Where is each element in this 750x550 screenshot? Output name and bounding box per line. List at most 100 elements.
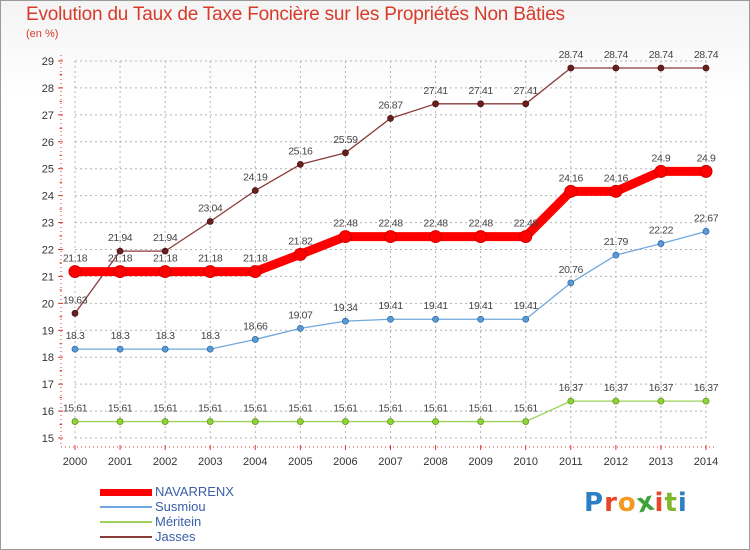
series-meritein [71, 397, 710, 425]
y-tick-label: 19 [42, 325, 54, 337]
y-tick-label: 15 [42, 433, 54, 445]
x-tick-label: 2009 [468, 456, 492, 468]
data-label-navarrenx: 21.18 [63, 253, 88, 265]
data-point-meritein [387, 418, 394, 425]
legend-item-susmiou: Susmiou [100, 499, 300, 514]
data-point-susmiou [116, 345, 124, 353]
y-tick-label: 29 [42, 56, 54, 68]
data-label-meritein: 15.61 [108, 403, 133, 415]
data-point-jasses [342, 149, 349, 157]
data-point-navarrenx [429, 230, 443, 244]
data-label-navarrenx: 22.48 [514, 218, 539, 230]
data-point-meritein [342, 418, 349, 425]
x-tick-label: 2006 [333, 456, 357, 468]
data-point-jasses [206, 218, 214, 225]
data-point-navarrenx [338, 230, 352, 244]
data-point-meritein [206, 418, 214, 425]
data-point-meritein [522, 418, 530, 425]
data-point-susmiou [432, 315, 439, 323]
data-label-jasses: 28.74 [649, 49, 674, 61]
x-tick-label: 2002 [153, 456, 177, 468]
y-tick-label: 17 [42, 379, 54, 391]
x-tick-label: 2011 [559, 456, 583, 468]
data-label-susmiou: 22.22 [649, 225, 674, 237]
y-axis-unit-label: (en %) [26, 28, 59, 40]
data-point-susmiou [387, 315, 394, 323]
data-label-meritein: 15.61 [63, 403, 88, 415]
data-label-susmiou: 19.41 [423, 300, 448, 312]
data-point-jasses [612, 64, 620, 72]
data-point-meritein [567, 397, 575, 405]
proxiti-logo: Proxiti [584, 486, 688, 520]
data-label-jasses: 25.16 [288, 145, 313, 157]
data-point-navarrenx [474, 230, 488, 244]
data-label-susmiou: 21.79 [604, 236, 629, 248]
series-susmiou [71, 228, 710, 353]
data-label-jasses: 26.87 [378, 99, 403, 111]
data-point-jasses [251, 187, 259, 194]
data-label-susmiou: 18.3 [111, 330, 130, 342]
data-label-susmiou: 19.34 [333, 302, 358, 314]
data-point-navarrenx [609, 184, 623, 198]
chart-title: Evolution du Taux de Taxe Foncière sur l… [26, 4, 565, 25]
data-label-meritein: 15.61 [423, 403, 448, 415]
data-label-meritein: 15.61 [153, 403, 178, 415]
data-point-meritein [612, 397, 620, 405]
y-tick-label: 23 [42, 218, 54, 230]
legend-item-meritein: Méritein [100, 514, 300, 529]
data-point-meritein [657, 397, 665, 405]
data-label-susmiou: 19.41 [514, 300, 539, 312]
data-label-jasses: 28.74 [694, 49, 719, 61]
data-point-navarrenx [158, 265, 172, 279]
data-point-susmiou [342, 317, 349, 325]
data-label-jasses: 19.63 [63, 294, 88, 306]
x-tick-label: 2010 [513, 456, 537, 468]
data-point-navarrenx [248, 265, 262, 279]
data-label-navarrenx: 22.48 [469, 218, 494, 230]
data-point-navarrenx [519, 230, 533, 244]
data-point-jasses [522, 100, 530, 108]
data-label-jasses: 27.41 [514, 85, 539, 97]
data-label-susmiou: 18.3 [66, 330, 85, 342]
legend-label: Susmiou [155, 499, 206, 514]
data-point-navarrenx [203, 265, 217, 279]
data-label-jasses: 27.41 [469, 85, 494, 97]
data-label-meritein: 15.61 [288, 403, 313, 415]
data-label-jasses: 21.94 [153, 232, 178, 244]
data-label-meritein: 16.37 [694, 382, 719, 394]
data-label-susmiou: 18.3 [201, 330, 220, 342]
data-point-susmiou [657, 240, 665, 247]
data-label-susmiou: 19.41 [469, 300, 494, 312]
data-label-navarrenx: 22.48 [378, 218, 403, 230]
series-jasses [71, 64, 710, 317]
data-point-susmiou [251, 336, 259, 343]
data-point-jasses [432, 100, 439, 108]
series-navarrenx [68, 164, 713, 279]
data-label-meritein: 15.61 [469, 403, 494, 415]
data-label-jasses: 23.04 [198, 202, 223, 214]
data-label-susmiou: 19.07 [288, 309, 313, 321]
data-point-susmiou [206, 345, 214, 353]
data-point-navarrenx [654, 164, 668, 178]
legend: NAVARRENX Susmiou Méritein Jasses [100, 484, 300, 544]
y-tick-label: 16 [42, 406, 54, 418]
legend-item-jasses: Jasses [100, 529, 300, 544]
y-tick-label: 25 [42, 164, 54, 176]
data-point-meritein [116, 418, 124, 425]
y-tick-label: 18 [42, 352, 54, 364]
data-label-jasses: 27.41 [423, 85, 448, 97]
data-label-meritein: 15.61 [243, 403, 268, 415]
x-tick-label: 2008 [423, 456, 447, 468]
data-label-navarrenx: 24.9 [652, 152, 671, 164]
data-point-susmiou [71, 345, 79, 353]
data-point-susmiou [567, 279, 575, 287]
data-point-susmiou [161, 345, 169, 353]
x-tick-label: 2003 [198, 456, 222, 468]
y-tick-label: 28 [42, 83, 54, 95]
data-point-navarrenx [68, 265, 82, 279]
y-tick-label: 22 [42, 245, 54, 257]
data-label-jasses: 25.59 [333, 134, 358, 146]
data-point-jasses [477, 100, 485, 108]
data-point-susmiou [296, 325, 304, 332]
